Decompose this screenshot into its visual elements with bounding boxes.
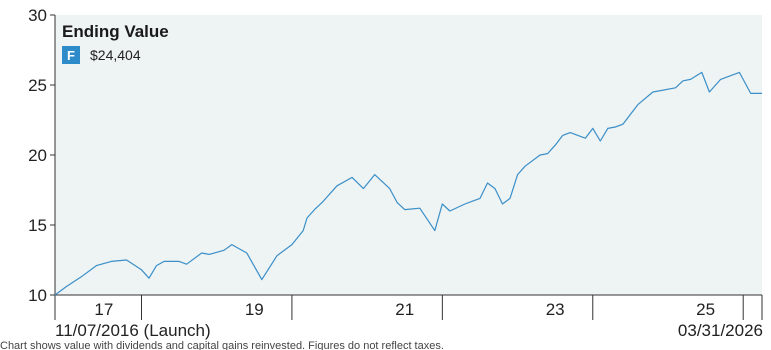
y-axis: 10 15 20 25 30 xyxy=(28,6,56,305)
x-tick-label: 21 xyxy=(395,300,414,319)
series-line xyxy=(54,71,762,296)
series-layer xyxy=(54,71,762,296)
start-date-label: 11/07/2016 (Launch) xyxy=(55,321,211,340)
footnote: Chart shows value with dividends and cap… xyxy=(0,340,444,350)
y-tick-label: 25 xyxy=(28,76,47,95)
x-axis: 17 19 21 23 25 xyxy=(54,294,763,320)
y-tick-label: 10 xyxy=(28,286,47,305)
x-tick-label: 23 xyxy=(546,300,565,319)
x-tick-label: 25 xyxy=(696,300,715,319)
plot-background xyxy=(55,15,762,295)
x-tick-label: 19 xyxy=(245,300,264,319)
y-tick-label: 15 xyxy=(28,216,47,235)
legend-value: $24,404 xyxy=(90,47,141,63)
y-tick-label: 20 xyxy=(28,146,47,165)
chart-title: Ending Value xyxy=(62,22,169,41)
legend: F $24,404 xyxy=(62,46,141,64)
legend-badge-label: F xyxy=(67,48,75,63)
x-tick-label: 17 xyxy=(94,300,113,319)
y-tick-label: 30 xyxy=(28,6,47,25)
legend-badge xyxy=(62,46,80,64)
end-date-label: 03/31/2026 xyxy=(677,321,763,340)
